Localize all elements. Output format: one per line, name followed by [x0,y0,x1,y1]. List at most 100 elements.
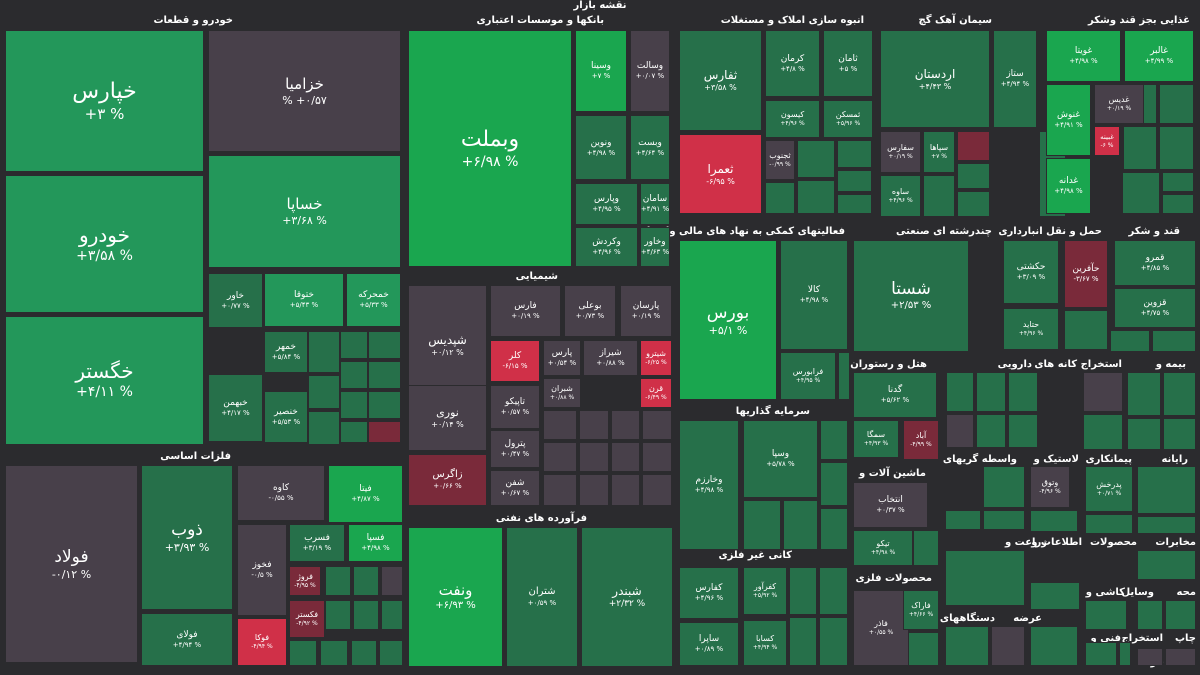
treemap-cell[interactable] [1083,372,1123,412]
treemap-cell[interactable] [923,175,955,217]
treemap-cell[interactable] [1030,582,1080,610]
treemap-cell[interactable] [611,442,640,472]
stock-tile[interactable]: شبندر +۲/۳۲ % [581,527,673,667]
treemap-cell[interactable] [611,410,640,440]
treemap-cell[interactable] [368,421,401,443]
stock-tile[interactable]: پارسان +۰/۱۹ % [620,285,672,337]
treemap-cell[interactable] [340,421,368,443]
treemap-cell[interactable] [308,411,340,445]
stock-tile[interactable]: بوعلی +۰/۷۳ % [564,285,616,337]
treemap-cell[interactable] [837,194,872,214]
treemap-cell[interactable] [913,530,939,566]
treemap-cell[interactable] [642,474,672,506]
treemap-cell[interactable] [819,567,848,615]
treemap-cell[interactable] [1165,648,1196,666]
treemap-cell[interactable] [789,567,817,615]
treemap-cell[interactable] [820,462,848,506]
treemap-cell[interactable] [1163,372,1196,416]
stock-tile[interactable]: انتخاب +۰/۳۷ % [853,482,928,528]
treemap-cell[interactable] [1030,626,1078,666]
stock-tile[interactable]: بورس +۵/۱ % [679,240,777,400]
treemap-cell[interactable] [368,331,401,359]
stock-tile[interactable]: کسابا +۴/۹۴ % [743,620,787,666]
treemap-cell[interactable] [325,566,351,596]
treemap-cell[interactable] [1110,330,1150,352]
stock-tile[interactable]: زاگرس +۰/۶۶ % [408,454,487,506]
stock-tile[interactable]: کلر -۶/۱۵ % [490,340,540,382]
treemap-cell[interactable] [945,510,981,530]
stock-tile[interactable]: سامان +۴/۹۱ % [640,183,670,225]
stock-tile[interactable]: خمحرکه +۵/۳۳ % [346,273,401,327]
stock-tile[interactable]: غنوش +۴/۹۱ % [1046,84,1091,156]
stock-tile[interactable]: خاور +۰/۷۷ % [208,273,263,328]
stock-tile[interactable]: کیسون +۴/۹۶ % [765,100,820,138]
treemap-cell[interactable] [903,632,939,666]
treemap-cell[interactable] [611,474,640,506]
stock-tile[interactable]: ونوین +۴/۹۸ % [575,115,627,180]
treemap-cell[interactable] [308,375,340,409]
treemap-cell[interactable] [1122,172,1160,214]
stock-tile[interactable]: فرابورس +۴/۹۵ % [780,352,836,400]
stock-tile[interactable]: خبهمن +۴/۱۷ % [208,374,263,442]
stock-tile[interactable]: پدرخش +۰/۷۱ % [1085,466,1133,512]
stock-tile[interactable]: وبست +۴/۶۴ % [630,115,670,180]
stock-tile[interactable]: فاذر +۰/۵۵ % [853,590,909,666]
treemap-cell[interactable] [1137,600,1163,630]
treemap-cell[interactable] [957,163,990,189]
treemap-cell[interactable] [946,372,974,412]
treemap-cell[interactable] [743,500,781,550]
stock-tile[interactable]: وبملت +۶/۹۸ % [408,30,572,267]
stock-tile[interactable]: غدانه +۴/۹۸ % [1046,158,1091,214]
stock-tile[interactable]: کفارس +۴/۹۶ % [679,567,739,619]
treemap-cell[interactable] [820,508,848,550]
stock-tile[interactable]: تیکو +۴/۹۸ % [853,530,913,566]
stock-tile[interactable]: کرمان +۴/۸ % [765,30,820,97]
treemap-cell[interactable] [308,331,340,373]
stock-tile[interactable]: خودرو +۳/۵۸ % [5,175,204,313]
treemap-cell[interactable] [976,414,1006,448]
stock-tile[interactable]: خنصیر +۵/۵۳ % [264,391,308,443]
treemap-cell[interactable] [820,420,848,460]
treemap-cell[interactable] [1137,648,1163,666]
treemap-cell[interactable] [579,410,609,440]
stock-tile[interactable]: شیراز +۰/۸۸ % [583,340,638,376]
stock-tile[interactable]: ثامان +۵ % [823,30,873,97]
stock-tile[interactable]: اردستان +۴/۴۳ % [880,30,990,128]
stock-tile[interactable]: پترول +۰/۴۷ % [490,430,540,468]
stock-tile[interactable]: آباد -۴/۹۹ % [903,420,939,460]
stock-tile[interactable]: ثجنوب -۰/۹۹ % [765,140,795,180]
stock-tile[interactable]: خزامیا% +۰/۵۷ [208,30,401,152]
stock-tile[interactable]: خپارس +۳ % [5,30,204,172]
stock-tile[interactable]: شتران +۰/۵۹ % [506,527,578,667]
stock-tile[interactable]: شفن +۰/۶۷ % [490,470,540,506]
treemap-cell[interactable] [1123,126,1157,170]
treemap-cell[interactable] [543,442,577,472]
treemap-cell[interactable] [1008,414,1038,448]
treemap-cell[interactable] [797,140,835,178]
stock-tile[interactable]: فاراک +۴/۶۶ % [903,590,939,630]
treemap-cell[interactable] [1165,600,1196,630]
stock-tile[interactable]: قمرو +۴/۸۵ % [1114,240,1196,286]
treemap-cell[interactable] [1085,642,1117,666]
treemap-cell[interactable] [579,474,609,506]
treemap-cell[interactable] [783,500,818,550]
stock-tile[interactable]: خمهر +۵/۸۴ % [264,331,308,373]
stock-tile[interactable]: سفارس +۰/۱۹ % [880,131,921,173]
treemap-cell[interactable] [642,410,672,440]
stock-tile[interactable]: فارس +۰/۱۹ % [490,285,561,337]
stock-tile[interactable]: فولاد -۰/۱۲ % [5,465,138,663]
treemap-cell[interactable] [1083,414,1123,450]
treemap-cell[interactable] [325,600,351,630]
treemap-cell[interactable] [543,410,577,440]
stock-tile[interactable]: تاپیکو +۰/۵۷ % [490,385,540,429]
stock-tile[interactable]: قرن -۶/۴۹ % [640,378,672,408]
treemap-cell[interactable] [381,600,403,630]
treemap-cell[interactable] [983,466,1025,508]
treemap-cell[interactable] [1159,84,1194,124]
treemap-cell[interactable] [1008,372,1038,412]
stock-tile[interactable]: حکشتی +۳/۰۹ % [1003,240,1059,304]
treemap-cell[interactable] [381,566,403,596]
treemap-cell[interactable] [837,170,872,192]
stock-tile[interactable]: ذوب +۳/۹۳ % [141,465,233,610]
treemap-cell[interactable] [991,626,1025,666]
